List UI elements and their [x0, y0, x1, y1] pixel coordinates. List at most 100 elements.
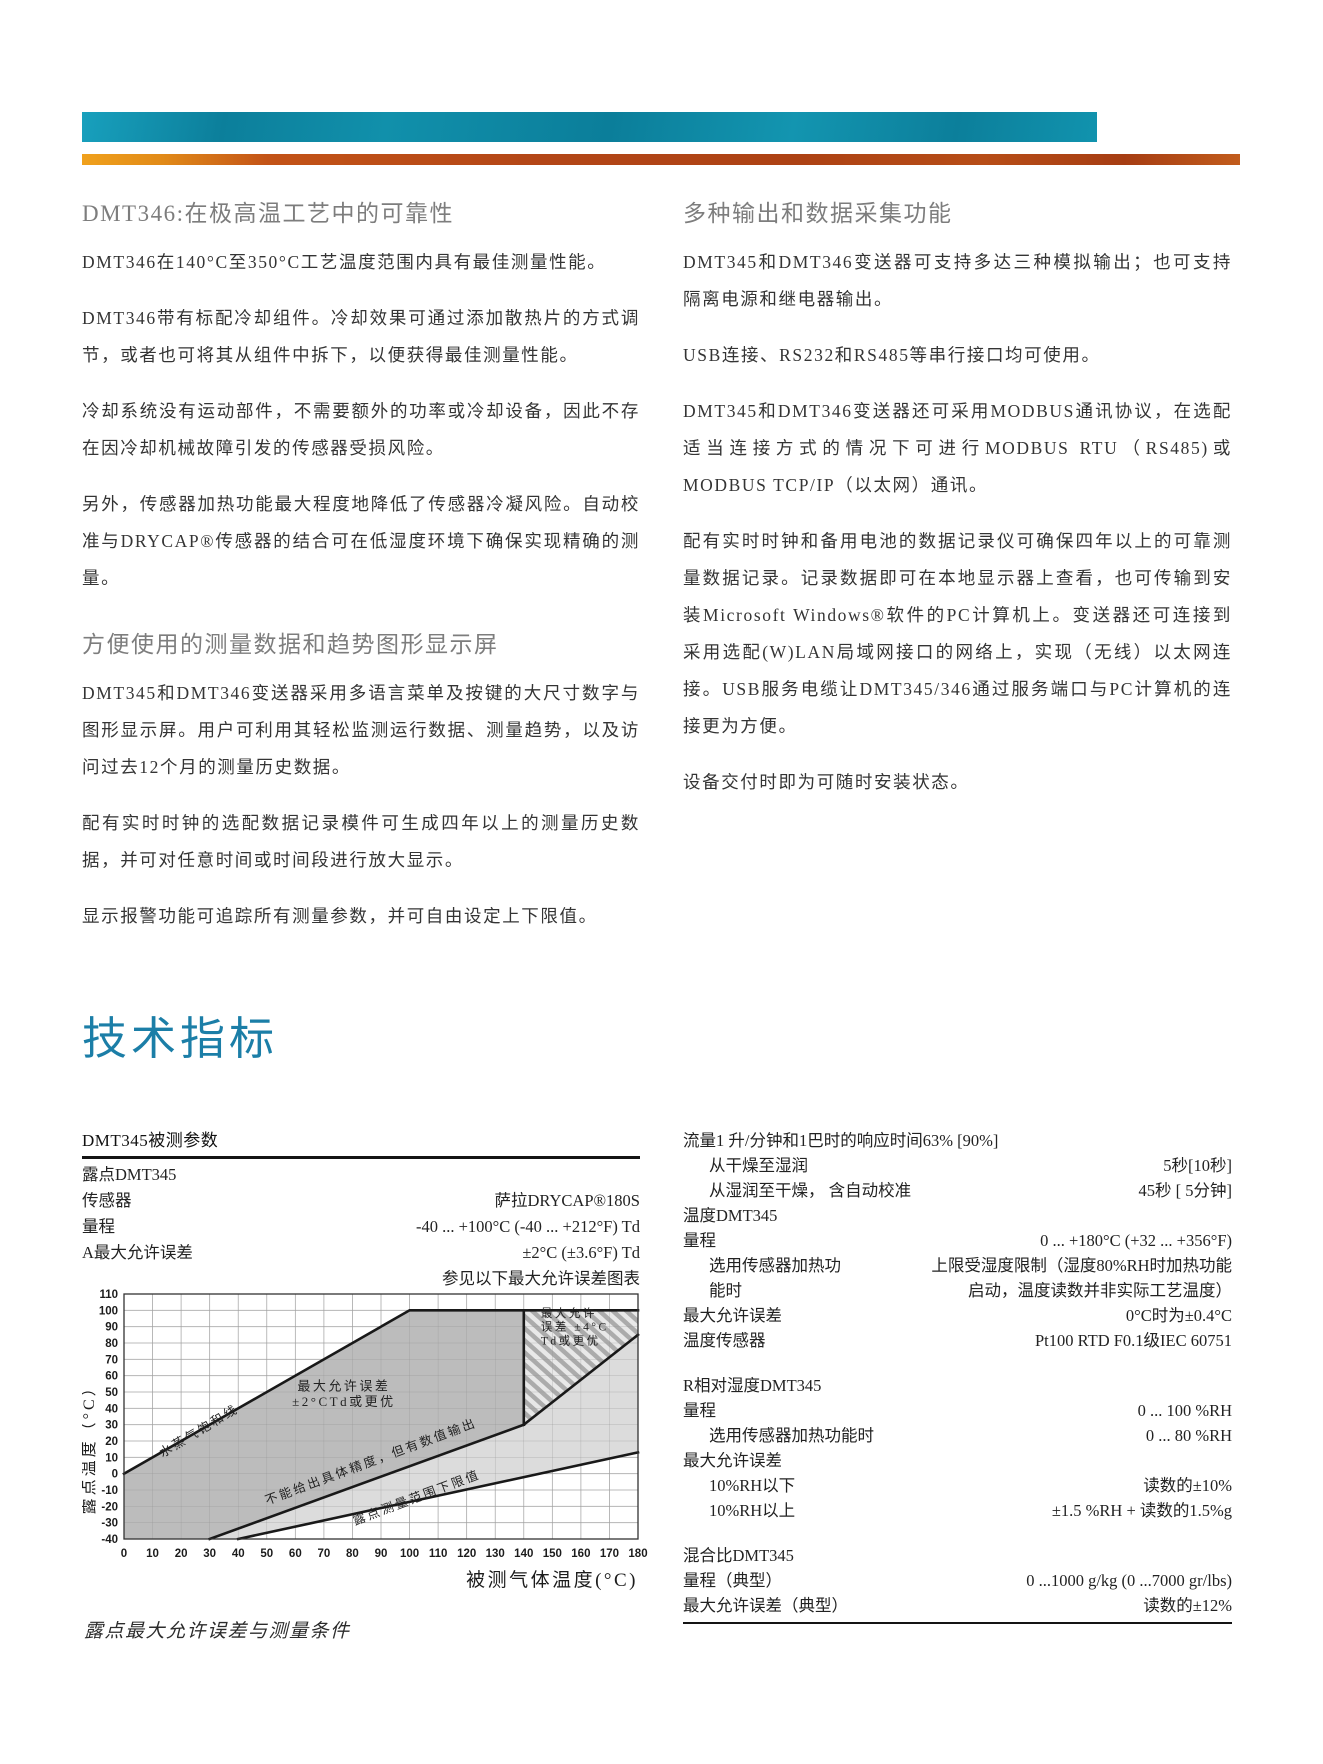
svg-text:0: 0: [112, 1469, 118, 1481]
svg-text:30: 30: [105, 1420, 118, 1432]
svg-text:50: 50: [105, 1387, 118, 1399]
spec-row: 传感器 萨拉DRYCAP®180S: [82, 1188, 640, 1214]
section-heading-display: 方便使用的测量数据和趋势图形显示屏: [82, 632, 499, 657]
spec-row: 选用传感器加热功能时 0 ... 80 %RH: [683, 1423, 1232, 1448]
spec-value: ±1.5 %RH + 读数的1.5%g: [1051, 1501, 1232, 1520]
svg-text:90: 90: [105, 1322, 118, 1334]
spec-value: ±2°C (±3.6°F) Td: [522, 1243, 640, 1262]
spec-label: 量程: [82, 1217, 115, 1236]
section-heading-outputs: 多种输出和数据采集功能: [683, 201, 953, 226]
svg-text:10: 10: [105, 1452, 118, 1464]
spec-label: 从湿润至干燥， 含自动校准: [709, 1181, 912, 1200]
table-rows: 流量1 升/分钟和1巴时的响应时间63% [90%] 从干燥至湿润 5秒[10秒] 从…: [683, 1128, 1232, 1618]
spec-value: 0 ... 80 %RH: [1145, 1426, 1232, 1445]
spec-row: 最大允许误差（典型） 读数的±12%: [683, 1593, 1232, 1618]
spec-row: 混合比DMT345: [683, 1543, 1232, 1568]
paragraph: DMT345和DMT346变送器还可采用MODBUS通讯协议，在选配适当连接方式…: [683, 401, 1232, 495]
spec-row: 能时 启动，温度读数并非实际工艺温度）: [683, 1278, 1232, 1303]
svg-text:最大允许误差±2°CTd或更优: 最大允许误差±2°CTd或更优: [292, 1378, 395, 1409]
svg-text:160: 160: [571, 1548, 590, 1560]
specifications-table: 流量1 升/分钟和1巴时的响应时间63% [90%] 从干燥至湿润 5秒[10秒] 从…: [683, 1128, 1232, 1624]
svg-text:20: 20: [105, 1436, 118, 1448]
spec-value: [998, 1128, 1232, 1153]
svg-text:110: 110: [429, 1548, 448, 1560]
spec-label: 10%RH以下: [709, 1476, 796, 1495]
svg-text:60: 60: [105, 1371, 118, 1383]
svg-text:100: 100: [400, 1548, 419, 1560]
spec-row: 量程 0 ... +180°C (+32 ... +356°F): [683, 1228, 1232, 1253]
paragraph: DMT345和DMT346变送器采用多语言菜单及按键的大尺寸数字与图形显示屏。用…: [82, 683, 640, 777]
paragraph: DMT346在140°C至350°C工艺温度范围内具有最佳测量性能。: [82, 252, 607, 272]
spec-label: 从干燥至湿润: [709, 1156, 808, 1175]
section-heading-dmt346-reliability: DMT346:在极高温工艺中的可靠性: [82, 201, 454, 226]
spec-value: 读数的±10%: [1143, 1476, 1232, 1495]
svg-text:-10: -10: [101, 1485, 118, 1497]
spec-value: 45秒 [ 5分钟]: [1138, 1181, 1233, 1200]
spec-value: 0 ... 100 %RH: [1137, 1401, 1232, 1420]
spec-row: 从干燥至湿润 5秒[10秒]: [683, 1153, 1232, 1178]
spec-value: 启动，温度读数并非实际工艺温度）: [968, 1281, 1232, 1300]
spec-value: Pt100 RTD F0.1级IEC 60751: [1034, 1331, 1232, 1350]
spec-value: 参见以下最大允许误差图表: [442, 1269, 640, 1288]
spec-label: 量程: [683, 1401, 716, 1420]
spec-row: 最大允许误差 0°C时为±0.4°C: [683, 1303, 1232, 1328]
spec-label: 10%RH以上: [709, 1501, 796, 1520]
svg-text:10: 10: [146, 1548, 159, 1560]
spec-label: 能时: [709, 1281, 742, 1300]
spec-value: [782, 1448, 1232, 1473]
paragraph: 另外，传感器加热功能最大程度地降低了传感器冷凝风险。自动校准与DRYCAP®传感…: [82, 494, 640, 588]
spec-label: 最大允许误差: [683, 1306, 782, 1325]
spec-label: 传感器: [82, 1191, 132, 1210]
spec-label: 露点DMT345: [82, 1165, 177, 1184]
spec-row: 露点DMT345: [82, 1162, 640, 1188]
spec-label: 混合比DMT345: [683, 1546, 794, 1565]
paragraph: DMT346带有标配冷却组件。冷却效果可通过添加散热片的方式调节，或者也可将其从…: [82, 308, 640, 365]
svg-text:40: 40: [232, 1548, 245, 1560]
spec-label: A最大允许误差: [82, 1243, 193, 1262]
spec-row: R相对湿度DMT345: [683, 1373, 1232, 1398]
svg-text:-30: -30: [101, 1518, 118, 1530]
spec-value: [777, 1203, 1232, 1228]
spec-value: 0 ...1000 g/kg (0 ...7000 gr/lbs): [1026, 1571, 1232, 1590]
svg-text:80: 80: [105, 1338, 118, 1350]
spec-label: R相对湿度DMT345: [683, 1376, 822, 1395]
spec-value: 上限受湿度限制（湿度80%RH时加热功能: [931, 1256, 1232, 1275]
spec-label: 流量1 升/分钟和1巴时的响应时间63% [90%]: [683, 1131, 999, 1150]
svg-text:-40: -40: [101, 1534, 118, 1546]
spec-row: 最大允许误差: [683, 1448, 1232, 1473]
svg-text:140: 140: [514, 1548, 533, 1560]
spec-row: 流量1 升/分钟和1巴时的响应时间63% [90%]: [683, 1128, 1232, 1153]
spec-value: [794, 1543, 1232, 1568]
paragraph: 配有实时时钟的选配数据记录模件可生成四年以上的测量历史数据，并可对任意时间或时间…: [82, 813, 640, 870]
svg-text:20: 20: [175, 1548, 188, 1560]
svg-text:40: 40: [105, 1403, 118, 1415]
spec-label: 量程（典型）: [683, 1571, 782, 1590]
spec-value: 读数的±12%: [1143, 1596, 1232, 1615]
spec-row: 从湿润至干燥， 含自动校准 45秒 [ 5分钟]: [683, 1178, 1232, 1203]
svg-text:被测气体温度(°C): 被测气体温度(°C): [466, 1569, 638, 1591]
spec-value: 萨拉DRYCAP®180S: [494, 1191, 641, 1210]
svg-text:130: 130: [486, 1548, 505, 1560]
spec-value: [821, 1373, 1232, 1398]
chart-caption: 露点最大允许误差与测量条件: [84, 1621, 351, 1642]
spec-label: 最大允许误差: [683, 1451, 782, 1470]
svg-text:120: 120: [457, 1548, 476, 1560]
spec-label: 选用传感器加热功: [709, 1256, 841, 1275]
svg-text:180: 180: [628, 1548, 647, 1560]
paragraph: 配有实时时钟和备用电池的数据记录仪可确保四年以上的可靠测量数据记录。记录数据即可…: [683, 531, 1232, 736]
table-rows: 露点DMT345 传感器 萨拉DRYCAP®180S 量程 -40 ... +100°C…: [82, 1162, 640, 1292]
spec-value: [176, 1162, 640, 1188]
svg-text:-20: -20: [101, 1501, 118, 1513]
header-banner-teal: [82, 112, 1097, 142]
paragraph: 设备交付时即为可随时安装状态。: [683, 772, 970, 792]
spec-row: 10%RH以下 读数的±10%: [683, 1473, 1232, 1498]
spec-row: 量程 0 ... 100 %RH: [683, 1398, 1232, 1423]
spec-label: 温度传感器: [683, 1331, 766, 1350]
svg-text:0: 0: [121, 1548, 127, 1560]
svg-text:60: 60: [289, 1548, 302, 1560]
svg-text:80: 80: [346, 1548, 359, 1560]
spec-row: 选用传感器加热功 上限受湿度限制（湿度80%RH时加热功能: [683, 1253, 1232, 1278]
dewpoint-accuracy-chart: 0 10 20 30 40 50 60 70 80 90 100 110 120 130 140 150 160…: [80, 1284, 682, 1614]
spec-row: A最大允许误差 ±2°C (±3.6°F) Td: [82, 1240, 640, 1266]
measured-parameters-table: DMT345被测参数 露点DMT345 传感器 萨拉DRYCAP®180S 量程 -40…: [82, 1126, 640, 1292]
